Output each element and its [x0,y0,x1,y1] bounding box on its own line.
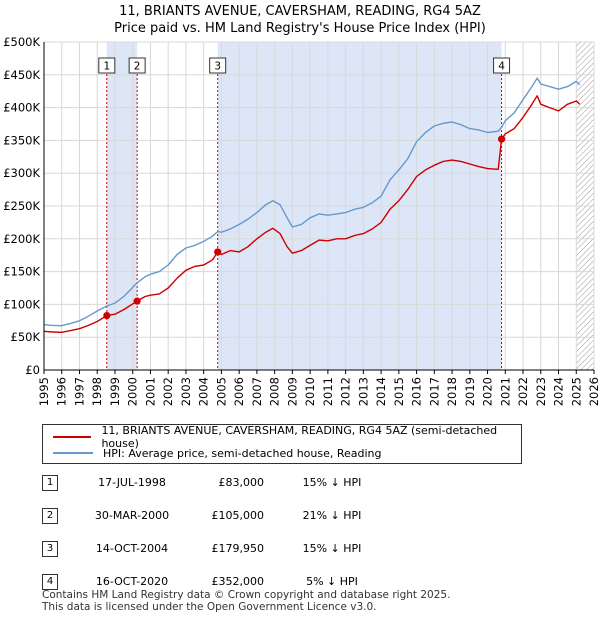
y-tick-label: £50K [11,330,41,344]
table-row: 3 14-OCT-2004 £179,950 15% ↓ HPI [42,537,462,570]
sale-marker-number: 4 [498,61,505,73]
x-tick-label: 2001 [143,377,157,406]
sale-point [133,297,141,305]
legend-label-property: 11, BRIANTS AVENUE, CAVERSHAM, READING, … [101,424,498,450]
chart-title: 11, BRIANTS AVENUE, CAVERSHAM, READING, … [0,3,600,37]
y-tick-label: £400K [3,101,40,115]
chart-plot: 1 2 3 4 £0 £50K £100K £150K £200K £250K £300K £350… [3,35,600,406]
y-tick-label: £0 [25,363,40,377]
sale-date: 17-JUL-1998 [98,476,166,489]
sale-date: 14-OCT-2004 [95,542,169,555]
sale-hpi-diff: 21% ↓ HPI [302,509,362,522]
sale-number-badge: 1 [42,475,58,491]
sale-point [214,248,222,256]
y-tick-label: £250K [3,199,40,213]
sale-price: £105,000 [211,509,265,522]
sale-hpi-diff: 5% ↓ HPI [306,575,358,588]
sale-marker-box [493,57,511,74]
x-tick-label: 2026 [587,377,600,406]
x-tick-label: 2025 [569,377,583,406]
legend-swatch-property [53,436,92,438]
title-line-1: 11, BRIANTS AVENUE, CAVERSHAM, READING, … [119,4,481,19]
x-tick-label: 2002 [161,377,175,406]
x-tick-label: 2015 [392,377,406,406]
y-tick-label: £100K [3,297,40,311]
sale-marker-box [209,57,227,74]
x-tick-label: 1998 [90,377,104,406]
sale-point [497,135,506,143]
x-tick-label: 1999 [108,377,122,406]
x-tick-label: 2016 [410,377,424,406]
sale-marker-box [128,57,146,74]
x-tick-label: 2014 [374,377,388,406]
sale-hpi-diff: 15% ↓ HPI [302,542,362,555]
x-tick-label: 2018 [445,377,459,406]
sale-date: 30-MAR-2000 [94,509,170,522]
x-tick-label: 2013 [356,377,370,406]
table-row: 2 30-MAR-2000 £105,000 21% ↓ HPI [42,504,462,537]
y-tick-label: £300K [3,166,40,180]
x-tick-label: 2003 [179,377,193,406]
x-tick-label: 2008 [268,377,282,406]
sale-number-badge: 2 [42,508,58,524]
sale-price: £352,000 [211,575,265,588]
table-row: 1 17-JUL-1998 £83,000 15% ↓ HPI [42,471,462,504]
x-tick-label: 2023 [534,377,548,406]
legend-swatch-hpi [53,452,93,454]
x-tick-label: 2020 [481,377,495,406]
legend-entry-property: 11, BRIANTS AVENUE, CAVERSHAM, READING, … [53,424,521,450]
sale-number-badge: 4 [42,574,58,590]
x-tick-label: 1995 [37,377,51,406]
y-tick-label: £450K [3,68,40,82]
chart-legend: 11, BRIANTS AVENUE, CAVERSHAM, READING, … [42,424,522,464]
x-tick-label: 2007 [250,377,264,406]
title-line-2: Price paid vs. HM Land Registry's House … [114,21,486,36]
y-tick-label: £500K [3,35,40,49]
sale-price: £179,950 [211,542,265,555]
x-tick-label: 2021 [498,377,512,406]
x-tick-label: 2010 [303,377,317,406]
sale-date: 16-OCT-2020 [95,575,169,588]
x-tick-label: 2004 [197,377,211,406]
sale-marker-number: 1 [103,61,110,73]
footer-attribution: Contains HM Land Registry data © Crown c… [42,589,450,613]
footer-line-2: This data is licensed under the Open Gov… [42,601,377,613]
sale-marker-box [98,57,116,74]
table-row: 4 16-OCT-2020 £352,000 5% ↓ HPI [42,570,462,603]
sale-hpi-diff: 15% ↓ HPI [302,476,362,489]
y-tick-label: £350K [3,133,40,147]
sale-marker-number: 3 [214,61,221,73]
x-tick-label: 2005 [214,377,228,406]
x-tick-label: 1996 [55,377,69,406]
y-tick-label: £150K [3,265,40,279]
x-tick-label: 2006 [232,377,246,406]
sale-number-badge: 3 [42,541,58,557]
x-tick-label: 2012 [339,377,353,406]
sale-point [103,311,111,320]
y-tick-label: £200K [3,232,40,246]
sale-price: £83,000 [218,476,265,489]
legend-entry-hpi: HPI: Average price, semi-detached house,… [53,445,382,461]
footer-line-1: Contains HM Land Registry data © Crown c… [42,589,451,601]
x-tick-label: 2000 [126,377,140,406]
x-tick-label: 1997 [72,377,86,406]
sale-marker-number: 2 [134,61,141,73]
x-tick-label: 2019 [463,377,477,406]
x-tick-label: 2009 [285,377,299,406]
x-tick-label: 2011 [321,377,335,406]
x-tick-label: 2017 [427,377,441,406]
x-tick-label: 2024 [552,377,566,406]
hpi-line [43,77,581,327]
legend-label-hpi: HPI: Average price, semi-detached house,… [103,446,382,460]
transactions-table: 1 17-JUL-1998 £83,000 15% ↓ HPI 2 30-MAR… [42,471,462,603]
x-tick-label: 2022 [516,377,530,406]
